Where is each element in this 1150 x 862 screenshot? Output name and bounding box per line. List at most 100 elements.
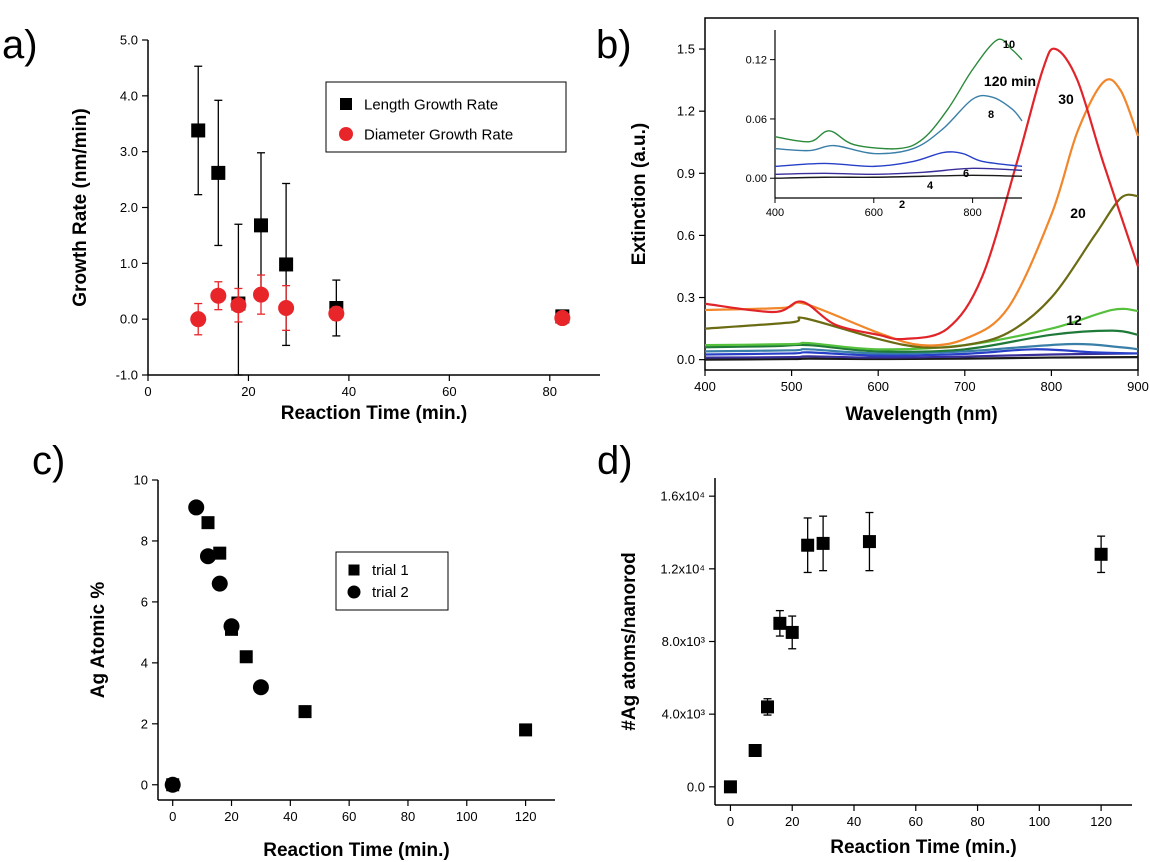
curve-label: 120 min bbox=[984, 73, 1036, 89]
legend: Length Growth Rate Diameter Growth Rate bbox=[325, 81, 567, 153]
data-point-square bbox=[279, 257, 294, 272]
legend-box bbox=[325, 81, 567, 153]
legend-label: Length Growth Rate bbox=[364, 97, 498, 114]
y-axis-label: Ag Atomic % bbox=[88, 582, 109, 699]
spectrum-line bbox=[704, 47, 1140, 341]
inset-curve-label: 10 bbox=[1003, 39, 1015, 51]
spectrum-line bbox=[704, 78, 1140, 347]
x-tick-label: 100 bbox=[1028, 814, 1050, 829]
data-point-square bbox=[816, 536, 830, 550]
x-tick-label: 40 bbox=[342, 384, 356, 399]
y-axis-label: #Ag atoms/nanorod bbox=[619, 552, 640, 730]
curve-label: 20 bbox=[1070, 205, 1086, 221]
x-tick-label: 60 bbox=[342, 809, 356, 824]
data-point-square bbox=[723, 780, 737, 794]
chart-d: 0 20 40 60 80 100 120 0.0 4.0x10³ 8.0x10³ 1.2x10⁴ 1… bbox=[619, 478, 1132, 858]
data-point-square bbox=[1094, 547, 1108, 561]
curve-label: 12 bbox=[1066, 312, 1082, 328]
x-tick-label: 100 bbox=[456, 809, 478, 824]
data-point-square bbox=[761, 700, 775, 714]
data-point-circle bbox=[347, 585, 361, 599]
y-tick-label: 8 bbox=[141, 533, 148, 548]
x-tick-label: 60 bbox=[442, 384, 456, 399]
x-tick-label: 80 bbox=[970, 814, 984, 829]
data-point-circle bbox=[278, 300, 295, 316]
y-tick-label: 6 bbox=[141, 594, 148, 609]
data-point-square bbox=[211, 165, 226, 180]
x-tick-label: 80 bbox=[401, 809, 415, 824]
data-point-square bbox=[239, 650, 253, 664]
x-tick-label: 60 bbox=[909, 814, 923, 829]
data-point-square bbox=[201, 516, 215, 530]
legend-label: trial 2 bbox=[372, 584, 409, 601]
y-tick-label: 4.0x10³ bbox=[662, 707, 706, 722]
x-tick-label: 80 bbox=[543, 384, 557, 399]
spectrum-line bbox=[704, 356, 1139, 361]
data-point-square bbox=[191, 123, 206, 138]
data-point-square bbox=[213, 546, 227, 560]
spectrum-line bbox=[704, 329, 1139, 353]
data-point-circle bbox=[190, 311, 207, 328]
y-tick-label: 2.0 bbox=[120, 200, 138, 215]
panel-label-c: c) bbox=[32, 439, 65, 483]
data-point-circle bbox=[211, 575, 228, 592]
inset-curve-label: 6 bbox=[963, 168, 969, 180]
data-point-circle bbox=[230, 297, 247, 314]
x-tick-label: 40 bbox=[283, 809, 297, 824]
x-axis-label: Wavelength (nm) bbox=[845, 404, 997, 425]
inset-spectrum-line bbox=[774, 151, 1023, 168]
panel-label-a: a) bbox=[2, 23, 38, 67]
inset: 400 600 800 0.00 0.06 0.12 10 8 6 4 2 bbox=[746, 30, 1023, 219]
y-tick-label: 0.0 bbox=[677, 352, 695, 367]
inset-spectrum-line bbox=[774, 167, 1023, 175]
curve-label: 30 bbox=[1058, 91, 1074, 107]
data-point-circle bbox=[554, 310, 571, 327]
inset-curve-label: 2 bbox=[899, 199, 905, 211]
x-tick-label: 800 bbox=[1041, 379, 1063, 394]
inset-spectrum-line bbox=[774, 174, 1023, 179]
x-tick-label: 0 bbox=[727, 814, 734, 829]
data-point-square bbox=[340, 98, 352, 110]
x-tick-label: 120 bbox=[515, 809, 537, 824]
y-tick-label: 0.0 bbox=[120, 312, 138, 327]
y-tick-label: 4 bbox=[141, 655, 148, 670]
y-tick-label: 2 bbox=[141, 716, 148, 731]
y-tick-label: 5.0 bbox=[120, 33, 138, 48]
data-point-square bbox=[862, 535, 876, 549]
chart-c: 0 20 40 60 80 100 120 0 2 4 6 8 10 Reaction Time (min… bbox=[88, 473, 555, 861]
x-axis-label: Reaction Time (min.) bbox=[830, 837, 1017, 858]
plot-frame bbox=[704, 17, 1139, 371]
data-point-square bbox=[254, 218, 268, 233]
y-axis-label: Extinction (a.u.) bbox=[629, 123, 650, 266]
spectrum-line bbox=[704, 342, 1139, 355]
x-tick-label: 20 bbox=[785, 814, 799, 829]
x-tick-label: 40 bbox=[847, 814, 861, 829]
y-tick-label: 1.0 bbox=[120, 256, 138, 271]
x-tick-label: 0 bbox=[169, 809, 176, 824]
x-tick-label: 120 bbox=[1090, 814, 1112, 829]
inset-y-tick-label: 0.00 bbox=[746, 173, 767, 185]
y-tick-label: 3.0 bbox=[120, 144, 138, 159]
inset-x-tick-label: 800 bbox=[963, 207, 981, 219]
inset-y-tick-label: 0.12 bbox=[746, 55, 767, 67]
legend-label: Diameter Growth Rate bbox=[364, 127, 513, 144]
y-tick-label: -1.0 bbox=[116, 368, 138, 383]
spectrum-line bbox=[704, 307, 1139, 351]
inset-spectrum-line bbox=[774, 38, 1023, 150]
inset-spectrum-line bbox=[774, 94, 1023, 155]
y-tick-label: 0 bbox=[141, 777, 148, 792]
data-point-circle bbox=[223, 618, 240, 635]
spectrum-line bbox=[704, 352, 1139, 359]
legend: trial 1 trial 2 bbox=[335, 551, 449, 611]
x-tick-label: 0 bbox=[144, 384, 151, 399]
data-point-circle bbox=[252, 679, 269, 696]
inset-x-tick-label: 600 bbox=[865, 207, 883, 219]
data-point-square bbox=[801, 538, 815, 552]
data-point-square bbox=[773, 616, 787, 630]
inset-x-tick-label: 400 bbox=[766, 207, 784, 219]
data-point-circle bbox=[328, 305, 345, 322]
data-point-circle bbox=[339, 127, 353, 141]
y-tick-label: 10 bbox=[134, 473, 148, 488]
y-tick-label: 4.0 bbox=[120, 88, 138, 103]
